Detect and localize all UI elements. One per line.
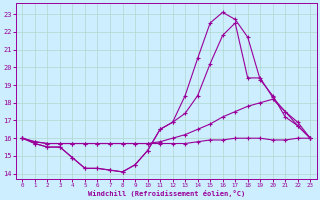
X-axis label: Windchill (Refroidissement éolien,°C): Windchill (Refroidissement éolien,°C) (88, 190, 245, 197)
